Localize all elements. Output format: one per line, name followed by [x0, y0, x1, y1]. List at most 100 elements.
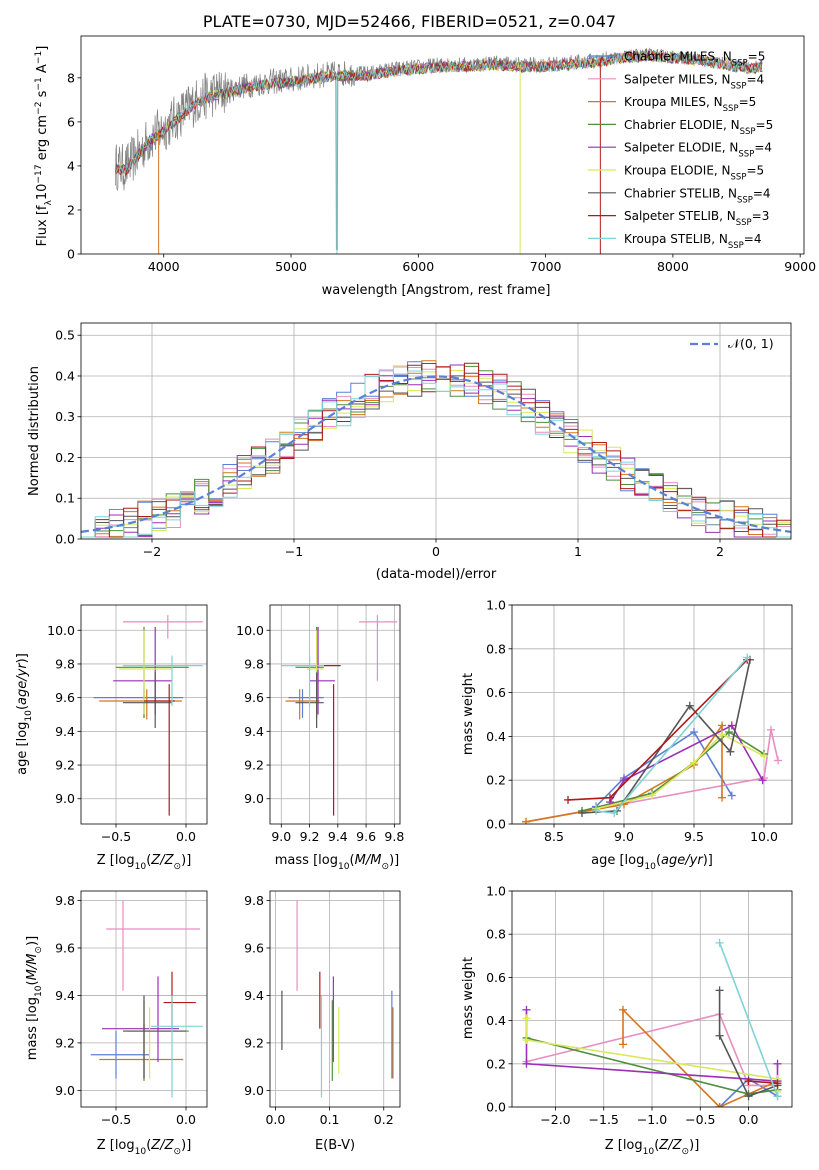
spectrum-legend-name: Kroupa MILES, N — [624, 95, 723, 109]
residuals-plot — [81, 360, 791, 539]
age-vs-Z-xlabel-part: Z [log — [97, 853, 135, 868]
spectrum-legend-name: Chabrier MILES, N — [624, 50, 732, 64]
massweight-vs-Z-plot — [522, 938, 782, 1107]
mass-vs-Z-xlabel-part: )] — [181, 1138, 191, 1153]
spectrum-legend-sub: SSP — [731, 81, 747, 91]
spectrum-legend-name: Chabrier STELIB, N — [624, 186, 737, 200]
mass-vs-ebv-ytick-label: 9.6 — [244, 940, 264, 955]
residuals-normal-curve — [81, 375, 791, 533]
massweight-vs-Z-xlabel-part: ( — [654, 1138, 659, 1153]
spectrum-plot — [115, 47, 763, 254]
spectrum-legend-sub: SSP — [728, 241, 744, 251]
spectrum-legend-sub: SSP — [723, 104, 739, 114]
residuals-hist-step — [81, 369, 791, 539]
mass-vs-ebv-frame: 0.0 0.1 0.2 9.0 9.2 9.4 9.6 9.8 — [244, 890, 401, 1127]
spectrum-legend-name: Kroupa ELODIE, N — [624, 164, 731, 178]
spectrum-legend-tail: =3 — [752, 209, 770, 223]
age-vs-mass-xtick-label: 9.8 — [384, 829, 404, 844]
mass-vs-Z-xlabel: Z [log10(Z/Z⊙)] — [97, 1138, 192, 1157]
spectrum-legend-name: Chabrier ELODIE, N — [624, 118, 740, 132]
age-vs-mass-spine — [269, 604, 401, 825]
residuals-frame: −2 −1 0 1 2 0.0 0.1 0.2 0.3 0.4 0.5 𝒩(0, 1) — [55, 322, 792, 559]
spectrum-legend-tail: =5 — [748, 50, 766, 64]
massweight-vs-Z-xtick-label: −0.5 — [685, 1112, 715, 1127]
spectrum-ytick-label: 4 — [67, 158, 75, 173]
age-vs-mass-ytick-label: 9.2 — [244, 758, 264, 773]
age-vs-mass-xtick-label: 9.2 — [300, 829, 320, 844]
massweight-vs-age-ylabel: mass weight — [461, 673, 476, 755]
spectrum-legend-label: Kroupa MILES, NSSP=5 — [624, 95, 756, 114]
mass-vs-ebv-ytick-label: 9.8 — [244, 893, 264, 908]
mass-vs-Z-ylabel-part: mass [log — [25, 997, 40, 1060]
figure-title: PLATE=0730, MJD=52466, FIBERID=0521, z=0… — [202, 12, 617, 31]
mass-vs-Z-plot — [90, 900, 203, 1098]
massweight-vs-Z-xtick-label: −1.0 — [637, 1112, 667, 1127]
spectrum-ylabel-part: erg cm — [35, 115, 50, 164]
mass-vs-Z-frame: −0.5 0.0 9.0 9.2 9.4 9.6 9.8 — [55, 890, 208, 1127]
residuals-xtick-label: 2 — [716, 544, 724, 559]
age-vs-mass-ytick-label: 9.8 — [244, 656, 264, 671]
age-vs-Z-ytick-label: 9.2 — [55, 758, 75, 773]
spectrum-legend-label: Salpeter MILES, NSSP=4 — [624, 72, 764, 91]
spectrum-legend-tail: =5 — [746, 164, 764, 178]
massweight-vs-age-xlabel: age [log10(age/yr)] — [591, 853, 713, 872]
spectrum-ylabel-part: Flux [f — [35, 205, 50, 246]
mass-vs-ebv-ytick-label: 9.4 — [244, 988, 264, 1003]
spectrum-legend-label: Chabrier STELIB, NSSP=4 — [624, 186, 771, 205]
mass-vs-Z-xlabel-part: Z/Z — [150, 1138, 174, 1153]
age-vs-mass-frame: 9.0 9.2 9.4 9.6 9.8 9.0 9.2 9.4 9.6 9.8 10.0 — [236, 604, 404, 844]
mass-vs-Z-xlabel-part: ( — [146, 1138, 151, 1153]
age-vs-Z-frame: −0.5 0.0 9.0 9.2 9.4 9.6 9.8 10.0 — [47, 604, 208, 844]
massweight-vs-age-plot — [522, 653, 782, 824]
mass-vs-ebv-ytick-label: 9.0 — [244, 1083, 264, 1098]
massweight-vs-Z-ytick-label: 0.4 — [486, 1013, 506, 1028]
age-vs-mass-xlabel-part: mass [log — [275, 853, 338, 868]
spectrum-legend-tail: =4 — [744, 232, 762, 246]
mass-vs-Z-xtick-label: 0.0 — [176, 1112, 196, 1127]
age-vs-mass-ytick-label: 9.6 — [244, 690, 264, 705]
mass-vs-ebv-spine — [269, 890, 401, 1108]
spectrum-legend-sub: SSP — [737, 195, 753, 205]
spectrum-frame: 4000 5000 6000 7000 8000 9000 0 2 4 6 8 Chabrier MI… — [67, 35, 816, 274]
spectrum-xlabel: wavelength [Angstrom, rest frame] — [322, 283, 551, 298]
mass-vs-ebv-xtick-label: 0.0 — [265, 1112, 285, 1127]
residuals-ytick-label: 0.0 — [55, 532, 75, 547]
massweight-vs-Z-ytick-label: 1.0 — [486, 884, 506, 899]
age-vs-mass-xlabel-part: ( — [350, 853, 355, 868]
mass-vs-ebv-plot — [281, 900, 394, 1098]
age-vs-mass-plot — [281, 615, 398, 816]
spectrum-xtick-label: 8000 — [657, 259, 689, 274]
age-vs-Z-xlabel-part: Z/Z — [150, 853, 174, 868]
massweight-vs-age-xtick-label: 9.0 — [614, 829, 634, 844]
spectrum-ylabel-part: ] — [35, 46, 50, 51]
spectrum-ylabel-part: −17 — [34, 164, 44, 183]
massweight-vs-age-xlabel-part: )] — [703, 853, 713, 868]
massweight-vs-Z-xlabel-part: )] — [689, 1138, 699, 1153]
mass-vs-Z-ytick-label: 9.8 — [55, 893, 75, 908]
residuals-ytick-label: 0.5 — [55, 328, 75, 343]
spectrum-legend-label: Kroupa STELIB, NSSP=4 — [624, 232, 762, 251]
age-vs-Z-xlabel-part: ( — [146, 853, 151, 868]
age-vs-mass-xlabel: mass [log10(M/M⊙)] — [275, 853, 399, 872]
massweight-vs-Z-frame: −2.0 −1.5 −1.0 −0.5 0.0 0.0 0.2 0.4 0.6 0.8 1.0 — [486, 884, 793, 1127]
spectrum-ylabel-part: −1 — [34, 77, 44, 90]
age-vs-mass-xtick-label: 9.0 — [271, 829, 291, 844]
spectrum-ylabel-part: s — [35, 90, 50, 101]
spectrum-legend-name: Salpeter MILES, N — [624, 72, 731, 86]
mass-vs-Z-ylabel-part: ( — [25, 980, 40, 985]
mass-vs-Z-xlabel-part: Z [log — [97, 1138, 135, 1153]
massweight-vs-Z-ytick-label: 0.0 — [486, 1100, 506, 1115]
spectrum-xtick-label: 6000 — [402, 259, 434, 274]
age-vs-Z-ylabel-part: age/yr — [15, 662, 30, 705]
age-vs-mass-axes — [270, 605, 400, 824]
massweight-vs-age-ytick-label: 0.4 — [486, 729, 506, 744]
residuals-xtick-label: 1 — [574, 544, 582, 559]
age-vs-Z-ylabel-part: age [log — [15, 722, 30, 775]
age-vs-Z-plot — [93, 615, 203, 816]
age-vs-Z-ylabel-part: 10 — [24, 710, 34, 722]
spectrum-ylabel-part: −2 — [34, 102, 44, 115]
age-vs-mass-xtick-label: 9.4 — [328, 829, 348, 844]
spectrum-legend-tail: =4 — [746, 72, 764, 86]
residuals-ytick-label: 0.3 — [55, 409, 75, 424]
